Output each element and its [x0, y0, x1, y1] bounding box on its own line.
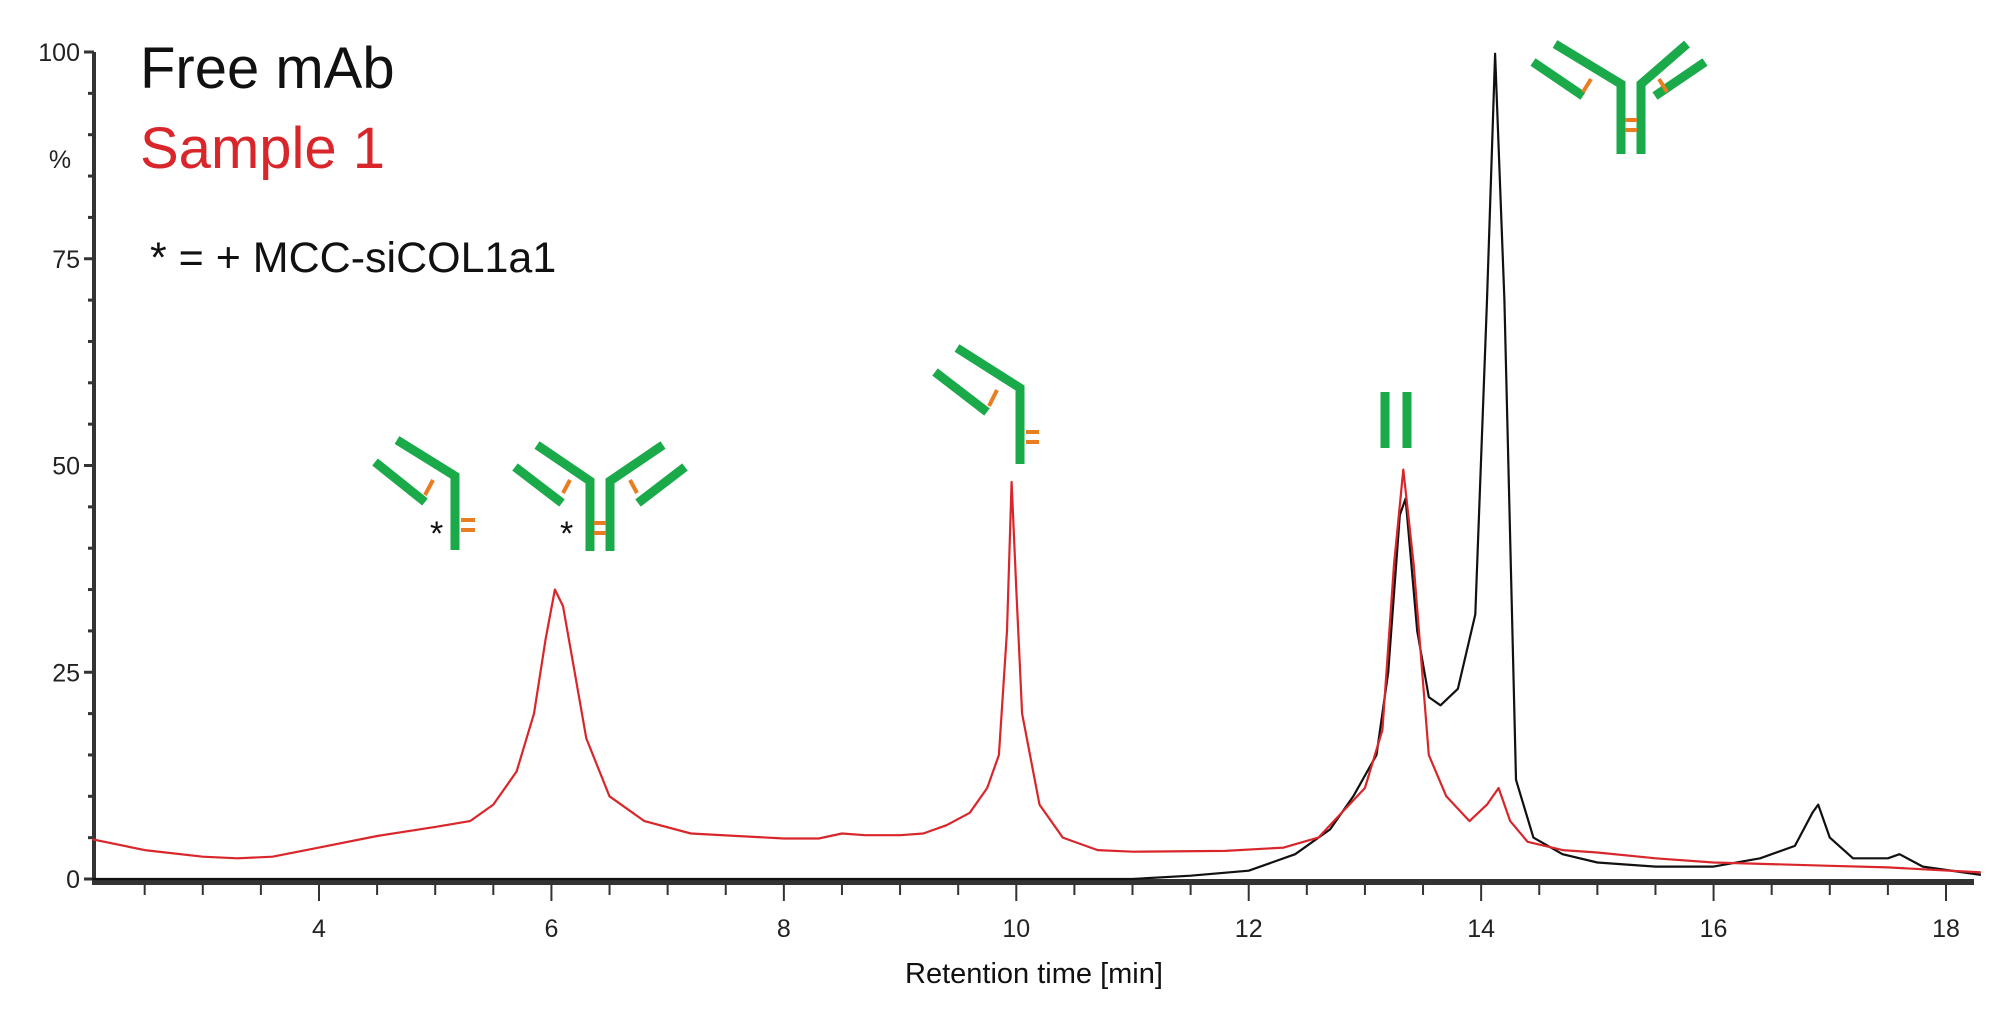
curves	[92, 52, 1982, 881]
legend-sample-1: Sample 1	[140, 116, 385, 181]
legend-free-mab: Free mAb	[140, 36, 395, 101]
annotation-note: * = + MCC-siCOL1a1	[150, 234, 556, 282]
half-antibody-icon	[372, 436, 475, 550]
star-marker: *	[560, 515, 573, 553]
x-tick-label: 18	[1932, 915, 1960, 943]
x-tick-label: 6	[544, 915, 558, 943]
x-tick-label: 10	[1002, 915, 1030, 943]
full-antibody-icon	[512, 441, 688, 551]
y-tick-label: 25	[52, 659, 80, 687]
y-axis-title: %	[49, 146, 71, 174]
y-tick-label: 75	[52, 246, 80, 274]
y-tick-label: 0	[66, 866, 80, 894]
full-antibody-icon	[1530, 40, 1708, 154]
y-tick-label: 50	[52, 453, 80, 481]
x-tick-label: 4	[312, 915, 326, 943]
antibody-icons: * *	[372, 40, 1708, 553]
y-tick-label: 100	[38, 39, 80, 67]
x-tick-label: 12	[1235, 915, 1263, 943]
star-marker: *	[430, 515, 443, 553]
x-tick-label: 8	[777, 915, 791, 943]
axes: 0 25 50 75 100 4 6 8 10 12 14 16 18	[38, 39, 1974, 943]
x-tick-label: 16	[1700, 915, 1728, 943]
series-sample-1-line	[92, 468, 1981, 874]
chains-icon	[1380, 392, 1412, 448]
x-tick-label: 14	[1467, 915, 1495, 943]
x-axis-title: Retention time [min]	[905, 958, 1163, 990]
half-antibody-icon	[932, 344, 1039, 464]
